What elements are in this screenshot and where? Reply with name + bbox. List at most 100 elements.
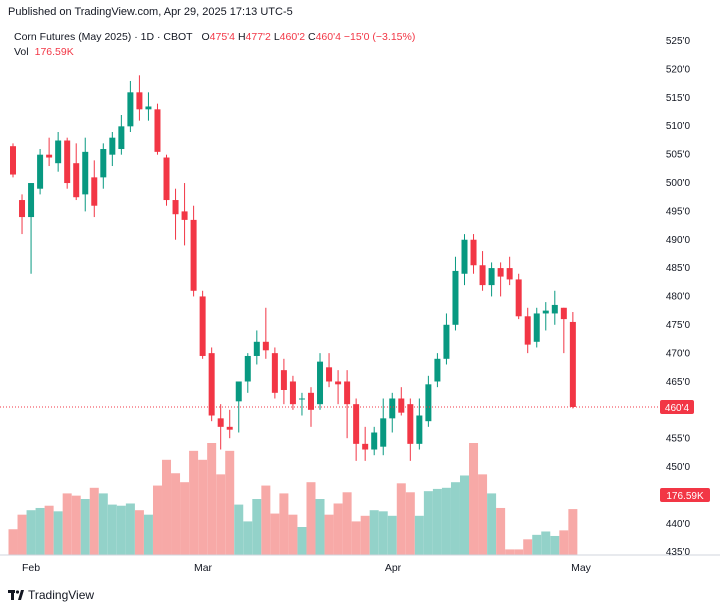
- candle: [569, 312, 576, 409]
- price-tick-label: 485'0: [666, 263, 691, 274]
- volume-bar: [360, 515, 370, 555]
- open-label: O: [201, 31, 210, 43]
- time-tick-label: Mar: [194, 562, 213, 574]
- candle-body: [470, 239, 477, 266]
- volume-bar: [234, 504, 244, 555]
- volume-bar: [279, 493, 289, 555]
- price-tick-label: 475'0: [666, 320, 691, 331]
- candle-body: [353, 404, 360, 444]
- volume-bars: [8, 443, 578, 555]
- candle-body: [55, 140, 62, 164]
- volume-bar: [342, 492, 352, 555]
- candle: [271, 347, 278, 399]
- candle-body: [542, 310, 549, 314]
- candle-body: [226, 426, 233, 430]
- candle: [407, 398, 414, 461]
- volume-bar: [423, 491, 433, 555]
- published-text: Published on TradingView.com, Apr 29, 20…: [8, 6, 293, 18]
- candle: [46, 137, 53, 167]
- footer-brand-label: TradingView: [28, 588, 95, 602]
- candle-body: [91, 177, 98, 206]
- volume-bar: [35, 507, 45, 555]
- volume-bar: [98, 493, 108, 555]
- candle-body: [335, 381, 342, 385]
- candle: [199, 290, 206, 359]
- volume-bar: [541, 531, 551, 555]
- volume-bar: [252, 499, 262, 555]
- volume-bar: [53, 511, 63, 555]
- footer-brand[interactable]: TradingView: [8, 588, 94, 602]
- candle: [91, 160, 98, 218]
- candle: [73, 143, 80, 201]
- time-tick-label: Feb: [22, 562, 40, 574]
- candle-body: [551, 304, 558, 314]
- volume-bar: [288, 514, 298, 555]
- volume-bar: [216, 474, 226, 555]
- open-value: 475'4: [209, 31, 236, 43]
- candle-body: [271, 353, 278, 393]
- candle-body: [172, 200, 179, 215]
- volume-bar: [261, 485, 271, 555]
- candle: [10, 143, 16, 178]
- candle-body: [326, 367, 333, 382]
- candle-body: [19, 200, 26, 218]
- volume-bar: [180, 482, 190, 555]
- volume-label: Vol: [14, 46, 29, 58]
- candle: [551, 290, 558, 325]
- volume-bar: [134, 510, 144, 555]
- candle-body: [244, 355, 251, 382]
- candle-body: [118, 126, 125, 150]
- price-axis[interactable]: 525'0 520'0 515'0 510'0 505'0 500'0 495'0 490'0…: [666, 36, 691, 558]
- candle: [217, 404, 224, 450]
- volume-bar: [505, 549, 515, 555]
- volume-bar: [189, 450, 199, 555]
- candle: [488, 262, 495, 297]
- candle: [298, 392, 305, 416]
- candle: [154, 103, 161, 155]
- volume-bar: [143, 514, 153, 555]
- candle: [326, 353, 333, 388]
- candle: [353, 398, 360, 461]
- chart-legend: Corn Futures (May 2025) · 1D · CBOT O475…: [14, 31, 415, 43]
- close-value: 460'4: [315, 31, 341, 43]
- time-tick-label: May: [571, 562, 592, 574]
- candle: [344, 370, 351, 439]
- candle-body: [488, 268, 495, 286]
- price-tick-label: 450'0: [666, 462, 691, 473]
- volume-bar: [26, 510, 36, 555]
- volume-bar: [568, 509, 578, 555]
- candle: [425, 375, 432, 427]
- price-tick-label: 435'0: [666, 547, 691, 558]
- candle-body: [217, 418, 224, 427]
- price-tick-label: 455'0: [666, 434, 691, 445]
- volume-bar: [559, 530, 569, 555]
- low-value: 460'2: [279, 31, 306, 43]
- candle-body: [416, 415, 423, 444]
- candle: [172, 188, 179, 240]
- candle: [163, 154, 170, 206]
- candle-body: [289, 381, 296, 405]
- symbol-label: Corn Futures (May 2025) · 1D · CBOT: [14, 31, 193, 43]
- time-axis[interactable]: Feb Mar Apr May: [22, 562, 592, 574]
- candle-body: [73, 163, 80, 198]
- candle-body: [461, 239, 468, 274]
- candle: [443, 313, 450, 365]
- volume-bar: [315, 499, 325, 555]
- candle-body: [506, 268, 513, 280]
- volume-legend: Vol 176.59K: [14, 46, 74, 58]
- candle: [479, 251, 486, 291]
- candle-body: [154, 109, 161, 152]
- candle: [235, 381, 242, 433]
- price-tick-label: 470'0: [666, 348, 691, 359]
- candle: [515, 273, 522, 320]
- candle-body: [524, 316, 531, 345]
- candle: [389, 392, 396, 433]
- volume-bar: [469, 443, 479, 555]
- candle-body: [199, 296, 206, 356]
- price-tick-label: 490'0: [666, 235, 691, 246]
- candle-body: [100, 149, 107, 178]
- volume-bar: [297, 527, 307, 555]
- candle: [497, 262, 504, 297]
- candle-body: [298, 398, 305, 400]
